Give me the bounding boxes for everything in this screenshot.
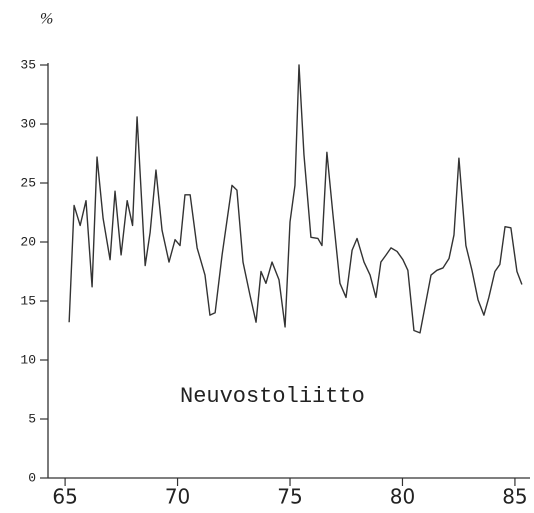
- annotation: Neuvostoliitto: [180, 384, 365, 409]
- x-tick-label: 70: [165, 485, 190, 509]
- y-tick-label: 20: [20, 234, 36, 249]
- y-tick-label: 15: [20, 293, 36, 308]
- y-tick-label: 35: [20, 57, 36, 72]
- x-tick-label: 85: [502, 485, 527, 509]
- y-tick-label: 5: [28, 411, 36, 426]
- x-tick-label: 75: [277, 485, 302, 509]
- y-tick-label: 25: [20, 175, 36, 190]
- y-axis-label: %: [40, 11, 53, 28]
- x-tick-label: 65: [52, 485, 77, 509]
- y-tick-label: 30: [20, 116, 36, 131]
- y-tick-label: 10: [20, 352, 36, 367]
- line-series: [68, 64, 523, 334]
- x-tick-label: 80: [390, 485, 415, 509]
- y-tick-label: 0: [28, 470, 36, 485]
